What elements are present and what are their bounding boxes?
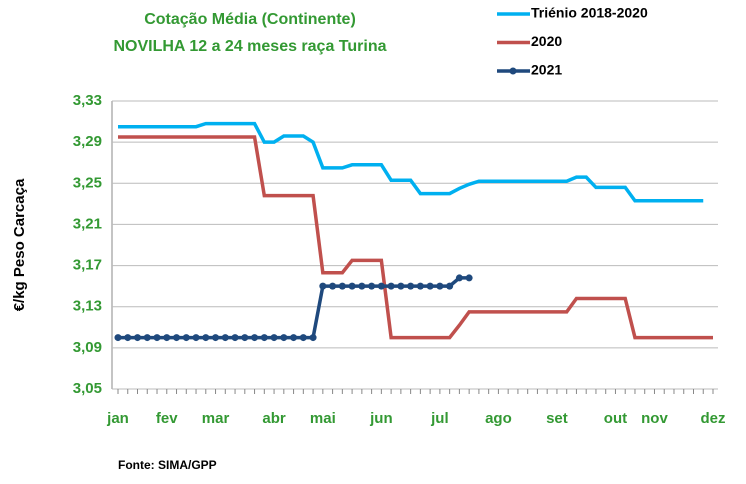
point: [221, 334, 229, 342]
point: [319, 282, 327, 290]
y-tick-label: 3,29: [73, 133, 102, 150]
series-line: [118, 276, 470, 340]
point: [299, 334, 307, 342]
x-tick-label: out: [604, 410, 627, 427]
point: [416, 282, 424, 290]
point: [153, 334, 161, 342]
x-tick-label: jul: [430, 410, 449, 427]
point: [309, 334, 317, 342]
point: [114, 334, 122, 342]
point: [387, 282, 395, 290]
source: Fonte: SIMA/GPP: [118, 458, 217, 472]
point: [377, 282, 385, 290]
point: [290, 334, 298, 342]
point: [348, 282, 356, 290]
point: [231, 334, 239, 342]
point: [260, 334, 268, 342]
point: [407, 282, 415, 290]
y-tick-label: 3,33: [73, 92, 102, 109]
point: [436, 282, 444, 290]
legend-marker: [509, 67, 517, 75]
point: [143, 334, 151, 342]
series-line: [118, 135, 713, 340]
point: [124, 334, 132, 342]
y-tick-label: 3,17: [73, 257, 102, 274]
y-tick-label: 3,05: [73, 380, 102, 397]
x-tick-label: mar: [202, 410, 230, 427]
point: [280, 334, 288, 342]
legend-label: 2021: [531, 62, 562, 78]
point: [202, 334, 210, 342]
y-axis-title: €/kg Peso Carcaça: [11, 178, 28, 311]
point: [338, 282, 346, 290]
x-tick-label: abr: [262, 410, 286, 427]
y-tick-label: 3,13: [73, 298, 102, 315]
x-tick-label: jan: [106, 410, 129, 427]
x-tick-label: ago: [485, 410, 512, 427]
chart-subtitle: NOVILHA 12 a 24 meses raça Turina: [113, 38, 386, 55]
x-tick-label: nov: [641, 410, 668, 427]
point: [251, 334, 259, 342]
x-tick-label: jun: [369, 410, 393, 427]
point: [163, 334, 171, 342]
point: [329, 282, 337, 290]
series-line: [118, 121, 704, 203]
point: [134, 334, 142, 342]
legend-label: 2020: [531, 33, 562, 49]
point: [397, 282, 405, 290]
point: [368, 282, 376, 290]
y-tick-label: 3,25: [73, 174, 102, 191]
point: [173, 334, 181, 342]
point: [446, 282, 454, 290]
point: [455, 274, 463, 282]
point: [270, 334, 278, 342]
y-tick-label: 3,21: [73, 215, 102, 232]
x-tick-label: mai: [310, 410, 336, 427]
point: [182, 334, 190, 342]
legend-label: Triénio 2018-2020: [531, 5, 648, 21]
point: [426, 282, 434, 290]
point: [241, 334, 249, 342]
point: [465, 274, 473, 282]
point: [358, 282, 366, 290]
x-tick-label: fev: [156, 410, 178, 427]
point: [212, 334, 220, 342]
x-tick-label: dez: [700, 410, 725, 427]
chart-title: Cotação Média (Continente): [144, 11, 356, 28]
y-tick-label: 3,09: [73, 339, 102, 356]
x-tick-label: set: [546, 410, 568, 427]
point: [192, 334, 200, 342]
